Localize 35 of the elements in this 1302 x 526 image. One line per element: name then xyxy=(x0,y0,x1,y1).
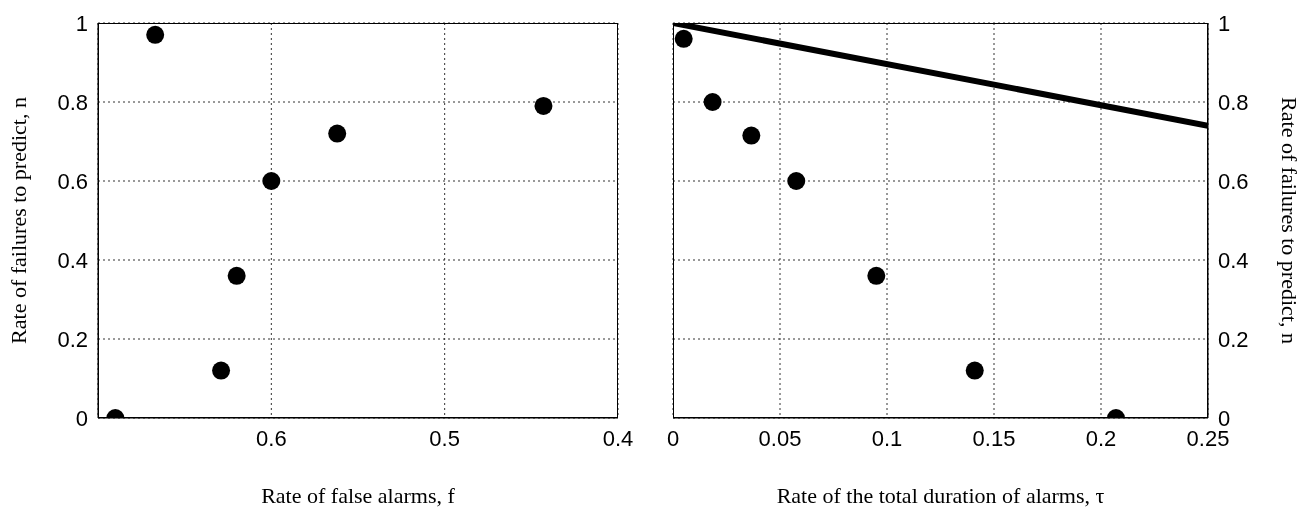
y2-tick-label: 1 xyxy=(1218,10,1231,36)
x-axis-title: Rate of false alarms, f xyxy=(261,483,456,508)
y2-tick-label: 0.6 xyxy=(1218,168,1249,194)
x-tick-label: 0.5 xyxy=(429,425,460,451)
x-tick-label: 0.1 xyxy=(871,425,903,451)
y-tick-label: 0 xyxy=(75,405,88,431)
x-axis-title: Rate of the total duration of alarms, τ xyxy=(776,483,1105,508)
y-tick-label: 0.4 xyxy=(57,247,88,273)
x-tick-label: 0.05 xyxy=(758,425,802,451)
point xyxy=(328,124,347,143)
point xyxy=(262,172,281,190)
x-tick-label: 0.2 xyxy=(1085,425,1117,451)
point xyxy=(703,93,722,111)
point xyxy=(787,172,806,190)
y2-axis-title: Rate of failures to predict, n xyxy=(1277,97,1302,344)
y2-tick-label: 0.8 xyxy=(1218,89,1249,115)
x-tick-label: 0.6 xyxy=(256,425,287,451)
x-tick-label: 0.4 xyxy=(602,425,634,451)
y-tick-label: 0.2 xyxy=(57,326,88,352)
point xyxy=(212,361,231,380)
point xyxy=(674,29,693,48)
point xyxy=(965,361,984,380)
y2-tick-label: 0.2 xyxy=(1218,326,1249,352)
point xyxy=(227,266,246,285)
point xyxy=(867,266,886,285)
y2-tick-label: 0.4 xyxy=(1218,247,1249,273)
point xyxy=(534,96,553,115)
x-tick-label: 0.15 xyxy=(972,425,1016,451)
y-tick-label: 0.8 xyxy=(57,89,88,115)
x-tick-label: 0 xyxy=(666,425,680,451)
y-tick-label: 1 xyxy=(75,10,88,36)
y-tick-label: 0.6 xyxy=(57,168,88,194)
point xyxy=(146,25,165,44)
point xyxy=(742,126,761,145)
y-axis-title: Rate of failures to predict, n xyxy=(5,97,31,344)
